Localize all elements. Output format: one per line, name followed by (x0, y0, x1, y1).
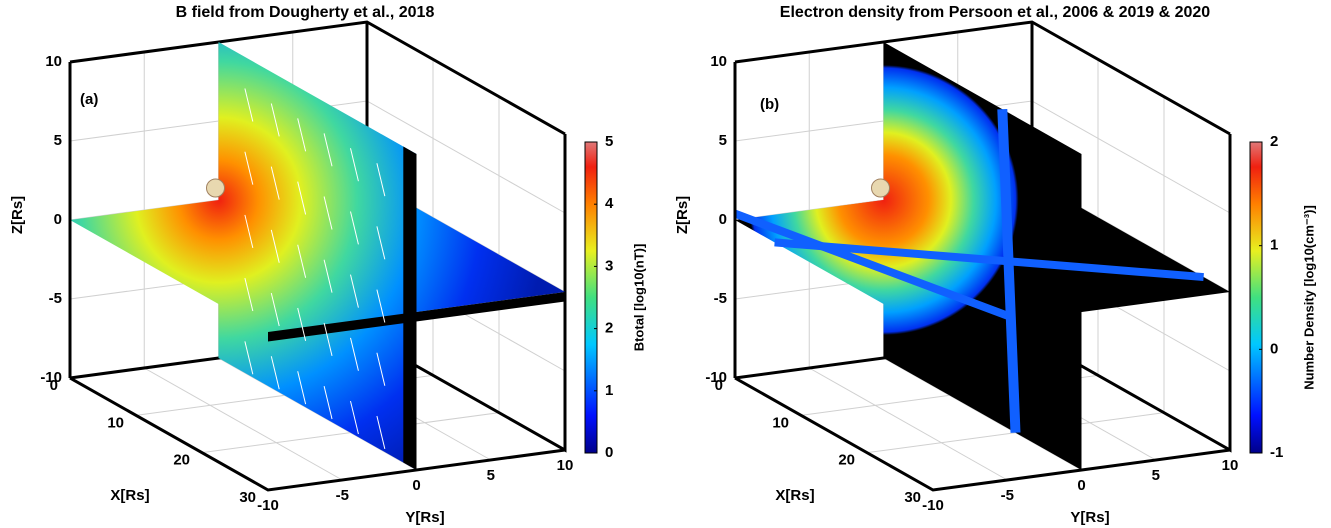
colorbar-tick-label: -1 (1270, 444, 1283, 461)
z-tick-label: 5 (54, 132, 62, 149)
band (997, 108, 1021, 433)
colorbar-label: Number Density [log10(cm⁻³)] (1301, 205, 1316, 390)
field-arrow (350, 274, 359, 308)
colorbar-tick-label: 3 (605, 257, 613, 274)
field-arrow (244, 278, 254, 312)
band (733, 209, 1009, 320)
y-tick-label: 5 (1152, 467, 1160, 484)
field-arrow (270, 229, 280, 263)
field-arrow (270, 292, 280, 327)
panel-label: (a) (80, 91, 98, 108)
colorbar-label: Btotal [log10(nT)] (631, 244, 646, 352)
x-tick-label: 30 (904, 489, 921, 506)
field-arrow (297, 118, 307, 152)
z-axis-label: Z[Rs] (9, 196, 26, 234)
field-arrow (323, 259, 333, 293)
x-tick-label: 10 (772, 414, 789, 431)
field-arrow (323, 133, 333, 167)
y-axis-label: Y[Rs] (1070, 509, 1109, 526)
field-arrow (244, 341, 254, 375)
field-arrow (297, 244, 307, 278)
field-arrow (297, 181, 307, 215)
z-tick-label: -10 (40, 369, 62, 386)
z-tick-label: 10 (45, 53, 62, 70)
field-arrow (376, 226, 386, 260)
field-arrow (297, 371, 307, 405)
colorbar-tick-label: 0 (1270, 340, 1278, 357)
z-axis-label: Z[Rs] (674, 196, 691, 234)
colorbar-tick-label: 1 (605, 382, 613, 399)
x-tick-label: 10 (107, 414, 124, 431)
x-tick-label: 20 (838, 452, 855, 469)
z-tick-label: -10 (705, 369, 727, 386)
axis-line (734, 376, 1231, 492)
z-tick-label: 10 (710, 53, 727, 70)
y-axis-label: Y[Rs] (405, 509, 444, 526)
y-tick-label: -5 (336, 487, 349, 504)
field-arrow (270, 103, 280, 137)
planet (206, 178, 225, 198)
z-tick-label: 0 (719, 211, 727, 228)
plane-edge-strip (268, 292, 565, 342)
x-tick-label: 30 (239, 489, 256, 506)
colorbar-tick-label: 1 (1270, 237, 1278, 254)
y-tick-label: -10 (922, 497, 944, 514)
y-tick-label: 5 (487, 467, 495, 484)
field-arrow (376, 415, 386, 450)
z-tick-label: 5 (719, 132, 727, 149)
y-tick-label: -5 (1001, 487, 1014, 504)
y-tick-label: 0 (412, 477, 420, 494)
z-tick-label: -5 (49, 290, 62, 307)
band (774, 238, 1204, 282)
plane-edge-strip (403, 146, 417, 471)
colorbar-tick-label: 4 (605, 195, 614, 212)
colorbar-tick-label: 0 (605, 444, 613, 461)
colorbar (584, 141, 598, 454)
field-arrow (376, 352, 386, 386)
colorbar-tick-label: 2 (605, 320, 613, 337)
equatorial-plane (70, 180, 565, 332)
chart-title: B field from Dougherty et al., 2018 (176, 4, 435, 21)
field-arrow (244, 214, 254, 248)
x-tick-label: 20 (173, 452, 190, 469)
x-tick-label: 0 (715, 377, 723, 394)
planet (871, 178, 890, 198)
panel-label: (b) (760, 96, 779, 113)
colorbar (1249, 141, 1263, 454)
x-tick-label: 0 (50, 377, 58, 394)
z-tick-label: -5 (714, 290, 727, 307)
field-arrow (350, 148, 359, 182)
y-tick-label: 10 (557, 457, 574, 474)
field-arrow (323, 386, 333, 420)
field-arrow (376, 163, 386, 197)
field-arrow (323, 322, 333, 356)
chart-title: Electron density from Persoon et al., 20… (780, 4, 1211, 21)
field-arrow (350, 211, 359, 245)
field-arrow (244, 151, 254, 185)
density-fan (735, 194, 937, 230)
field-arrow (297, 307, 307, 342)
field-arrow (270, 356, 280, 390)
y-tick-label: 0 (1077, 477, 1085, 494)
colorbar-tick-label: 5 (605, 133, 613, 150)
z-tick-label: 0 (54, 211, 62, 228)
field-arrow (244, 88, 254, 122)
x-axis-label: X[Rs] (775, 487, 814, 504)
field-arrow (376, 289, 386, 323)
y-tick-label: -10 (257, 497, 279, 514)
colorbar-tick-label: 2 (1270, 133, 1278, 150)
y-tick-label: 10 (1222, 457, 1239, 474)
field-arrow (323, 196, 333, 230)
field-arrow (350, 337, 359, 371)
field-arrow (350, 400, 359, 435)
x-axis-label: X[Rs] (110, 487, 149, 504)
axis-line (69, 376, 566, 492)
field-arrow (270, 166, 280, 200)
